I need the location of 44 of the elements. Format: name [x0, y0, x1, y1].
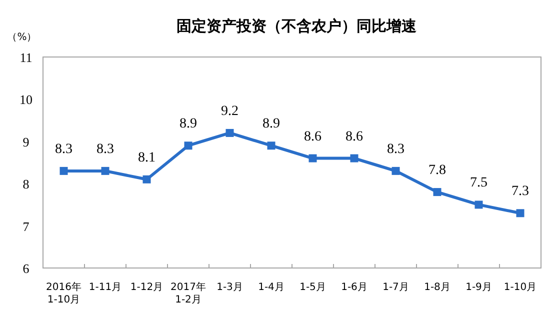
x-tick-label: 2016年 1-10月: [46, 281, 82, 306]
x-tick-label: 1-9月: [466, 282, 492, 293]
y-tick-label: 10: [20, 92, 32, 108]
x-tick-label: 1-7月: [382, 282, 409, 293]
point: [101, 166, 110, 175]
chart-title: 固定资产投资（不含农户）同比增速: [176, 17, 418, 35]
data-label: 8.3: [55, 142, 72, 157]
point: [474, 200, 483, 209]
point: [350, 154, 358, 162]
point: [516, 209, 524, 218]
x-tick-label: 2017年 1-2月: [170, 281, 206, 306]
x-tick-label: 1-4月: [258, 282, 284, 293]
data-label: 7.5: [470, 176, 488, 191]
data-label: 8.1: [138, 150, 156, 166]
data-label: 8.3: [387, 142, 404, 157]
x-tick-label: 1-3月: [216, 282, 243, 293]
data-label: 7.3: [512, 184, 529, 200]
y-tick-label: 7: [22, 218, 30, 234]
data-label: 9.2: [221, 104, 238, 119]
data-label: 8.9: [262, 116, 280, 132]
point: [433, 188, 442, 196]
point: [226, 128, 234, 137]
data-label: 7.8: [428, 163, 446, 178]
point: [308, 154, 317, 162]
point: [184, 142, 192, 150]
x-tick-label: 1-10月: [504, 282, 537, 293]
point: [267, 142, 276, 150]
x-tick-label: 1-5月: [300, 282, 326, 293]
data-label: 8.9: [180, 116, 197, 132]
data-label: 8.6: [304, 129, 322, 144]
y-tick-label: 8: [22, 176, 30, 192]
y-tick-label: 6: [22, 261, 30, 276]
x-tick-label: 1-11月: [88, 282, 122, 293]
x-tick-label: 1-6月: [341, 282, 368, 293]
data-label: 8.6: [346, 129, 363, 144]
y-tick-label: 9: [22, 134, 30, 150]
point: [392, 166, 400, 175]
y-axis-title: （%）: [7, 32, 37, 43]
y-tick-label: 11: [20, 50, 32, 65]
x-tick-label: 1-8月: [424, 282, 450, 293]
x-tick-label: 1-12月: [130, 282, 164, 293]
point: [142, 175, 151, 184]
data-label: 8.3: [96, 142, 114, 157]
point: [60, 166, 68, 175]
